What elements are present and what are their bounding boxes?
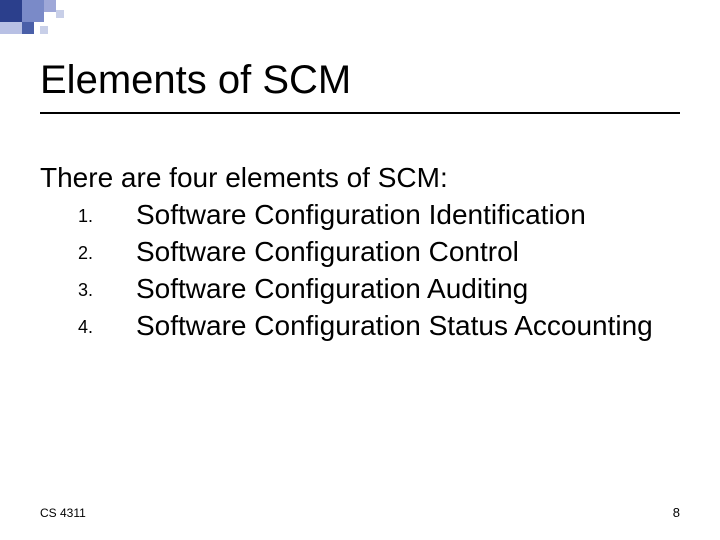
- deco-square: [56, 10, 64, 18]
- footer-page-number: 8: [673, 505, 680, 520]
- footer-course: CS 4311: [40, 506, 86, 520]
- numbered-list: 1. Software Configuration Identification…: [78, 197, 680, 343]
- title-underline: [40, 112, 680, 114]
- item-number: 4.: [78, 308, 136, 343]
- deco-square: [22, 22, 34, 34]
- deco-square: [0, 22, 22, 34]
- list-item: 3. Software Configuration Auditing: [78, 271, 680, 306]
- deco-square: [44, 0, 56, 12]
- item-number: 2.: [78, 234, 136, 269]
- item-text: Software Configuration Control: [136, 234, 680, 269]
- list-item: 1. Software Configuration Identification: [78, 197, 680, 232]
- list-item: 4. Software Configuration Status Account…: [78, 308, 680, 343]
- item-text: Software Configuration Auditing: [136, 271, 680, 306]
- item-text: Software Configuration Identification: [136, 197, 680, 232]
- item-number: 3.: [78, 271, 136, 306]
- deco-square: [40, 26, 48, 34]
- slide-body: There are four elements of SCM: 1. Softw…: [40, 160, 680, 345]
- intro-text: There are four elements of SCM:: [40, 160, 680, 195]
- corner-decoration: [0, 0, 160, 40]
- deco-square: [0, 0, 22, 22]
- slide-title: Elements of SCM: [40, 58, 351, 103]
- item-text: Software Configuration Status Accounting: [136, 308, 680, 343]
- deco-square: [22, 0, 44, 22]
- item-number: 1.: [78, 197, 136, 232]
- list-item: 2. Software Configuration Control: [78, 234, 680, 269]
